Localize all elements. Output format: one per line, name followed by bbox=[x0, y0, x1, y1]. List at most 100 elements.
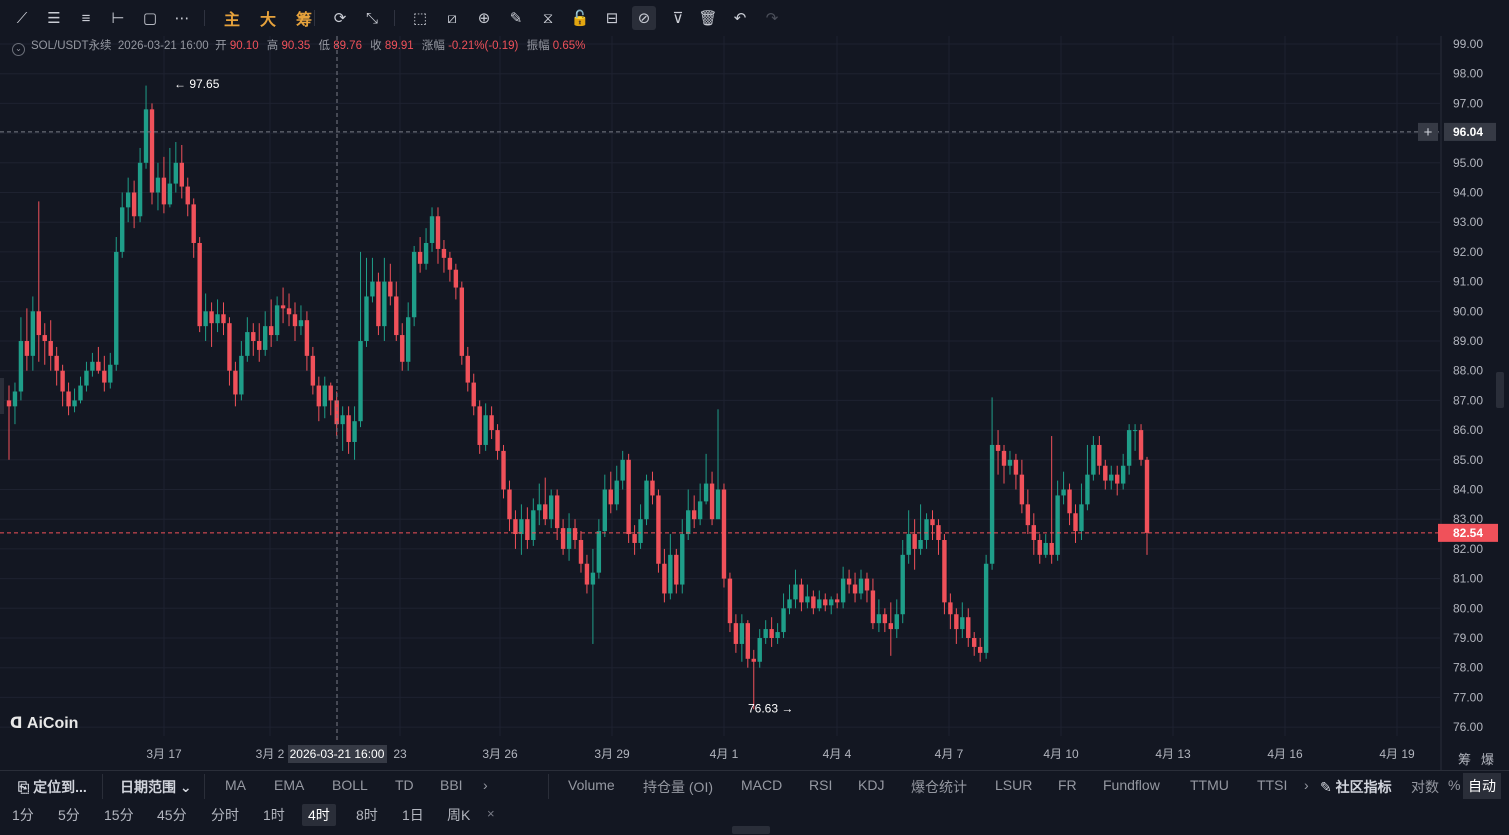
timeframe-3[interactable]: 45分 bbox=[157, 807, 187, 823]
candle-body bbox=[614, 480, 619, 505]
chevron-right-icon[interactable]: › bbox=[1304, 777, 1309, 793]
indicator-sub-9[interactable]: TTMU bbox=[1190, 777, 1229, 793]
magnet-icon[interactable]: ⧖ bbox=[542, 9, 554, 27]
candle-body bbox=[727, 578, 733, 624]
indicator-sub-5[interactable]: 爆仓统计 bbox=[911, 779, 967, 795]
indicator-sub-2[interactable]: MACD bbox=[741, 777, 783, 793]
ruler-icon[interactable]: ⧄ bbox=[447, 9, 457, 27]
eye-icon[interactable]: ⊟ bbox=[605, 10, 619, 27]
logo-mark-icon: ᗡ bbox=[10, 715, 23, 732]
x-tick-label: 3月 17 bbox=[146, 747, 182, 761]
redo-icon[interactable]: ↷ bbox=[765, 10, 779, 27]
expand-handle[interactable] bbox=[732, 826, 770, 834]
candle-body bbox=[400, 335, 405, 362]
log-scale-toggle[interactable]: 对数 bbox=[1411, 779, 1439, 795]
indicator-sub-0[interactable]: Volume bbox=[568, 777, 615, 793]
timeframe-7[interactable]: 8时 bbox=[356, 807, 378, 823]
percent-scale-toggle[interactable]: % bbox=[1448, 777, 1461, 793]
undo-icon[interactable]: ↶ bbox=[733, 10, 747, 27]
axis-corner-bao[interactable]: 爆 bbox=[1481, 752, 1495, 767]
timeframe-6[interactable]: 4时 bbox=[302, 804, 336, 826]
indicator-sub-3[interactable]: RSI bbox=[809, 777, 833, 793]
lock-icon[interactable]: 🔓 bbox=[570, 10, 590, 27]
indicator-sub-1[interactable]: 持仓量 (OI) bbox=[643, 779, 713, 795]
rectangle-icon[interactable]: ▢ bbox=[142, 10, 158, 27]
axis-corner-chou[interactable]: 筹 bbox=[1458, 752, 1472, 767]
candle-body bbox=[501, 450, 506, 490]
candle-body bbox=[733, 623, 739, 644]
indicator-sub-6[interactable]: LSUR bbox=[995, 777, 1033, 793]
zhu-button[interactable]: 主 bbox=[223, 12, 240, 29]
candle-body bbox=[96, 361, 101, 371]
indicator-ma[interactable]: MA bbox=[225, 777, 246, 793]
plus-icon: + bbox=[1424, 124, 1433, 141]
zoom-in-icon[interactable]: ⊕ bbox=[477, 10, 491, 27]
more-shapes-icon[interactable]: ⋯ bbox=[174, 10, 190, 27]
trash-icon[interactable]: 🗑 bbox=[698, 10, 718, 27]
close-icon[interactable]: × bbox=[487, 806, 495, 821]
timeframe-2[interactable]: 15分 bbox=[104, 807, 134, 823]
candle-body bbox=[30, 311, 36, 356]
date-range-button[interactable]: 日期范围 ⌄ bbox=[120, 777, 192, 797]
parallel-channel-icon[interactable]: ≡ bbox=[81, 9, 91, 27]
candle-body bbox=[1138, 430, 1144, 460]
candle-body bbox=[924, 519, 929, 540]
candle-body bbox=[441, 248, 447, 258]
candle-body bbox=[1049, 542, 1054, 555]
hide-drawings-icon[interactable]: ⊘ bbox=[632, 6, 656, 30]
indicator-ema[interactable]: EMA bbox=[274, 777, 305, 793]
horizontal-lines-icon[interactable]: ☰ bbox=[47, 10, 61, 27]
candle-body bbox=[656, 495, 661, 564]
candle-body bbox=[495, 430, 500, 451]
candle-body bbox=[674, 554, 679, 585]
candlestick-chart[interactable]: 99.0098.0097.0096.0095.0094.0093.0092.00… bbox=[0, 36, 1509, 770]
timeframe-4[interactable]: 分时 bbox=[211, 807, 239, 823]
candle-body bbox=[983, 563, 989, 653]
community-indicators-button[interactable]: ✎ 社区指标 bbox=[1320, 777, 1392, 797]
filter-icon[interactable]: ⊽ bbox=[672, 10, 684, 27]
cycle-icon[interactable]: ⟳ bbox=[333, 10, 347, 27]
cursor-icon[interactable]: ⬚ bbox=[412, 10, 428, 27]
auto-scale-toggle[interactable]: 自动 bbox=[1463, 773, 1501, 799]
chou-button[interactable]: 筹 bbox=[295, 12, 312, 29]
candle-body bbox=[709, 483, 715, 520]
candle-body bbox=[960, 617, 965, 630]
candle-body bbox=[602, 489, 608, 532]
measure-icon[interactable]: ⤡ bbox=[365, 9, 378, 27]
candle-body bbox=[1103, 465, 1108, 481]
collapse-icon[interactable]: ⌄ bbox=[12, 43, 25, 56]
timeframe-8[interactable]: 1日 bbox=[402, 807, 424, 823]
candle-body bbox=[459, 287, 465, 356]
candle-body bbox=[608, 489, 613, 505]
community-label: 社区指标 bbox=[1335, 779, 1392, 795]
indicator-sub-8[interactable]: Fundflow bbox=[1103, 777, 1160, 793]
indicator-td[interactable]: TD bbox=[395, 777, 414, 793]
indicator-sub-7[interactable]: FR bbox=[1058, 777, 1077, 793]
da-button[interactable]: 大 bbox=[259, 12, 276, 29]
candle-body bbox=[292, 314, 298, 327]
timeframe-9[interactable]: 周K bbox=[447, 807, 471, 823]
candle-body bbox=[882, 614, 888, 624]
indicator-bbi[interactable]: BBI bbox=[440, 777, 463, 793]
chart-area[interactable]: 99.0098.0097.0096.0095.0094.0093.0092.00… bbox=[0, 36, 1509, 770]
timeframe-0[interactable]: 1分 bbox=[12, 807, 34, 823]
candle-body bbox=[1097, 444, 1102, 466]
candle-body bbox=[221, 314, 226, 324]
indicator-sub-4[interactable]: KDJ bbox=[858, 777, 885, 793]
indicator-bar: ⎘ 定位到... 日期范围 ⌄ MA EMA BOLL TD BBI › Volume 持… bbox=[0, 770, 1509, 800]
timeframe-5[interactable]: 1时 bbox=[263, 807, 285, 823]
right-edge-handle bbox=[1496, 372, 1504, 408]
horizontal-ray-icon[interactable]: ⊢ bbox=[111, 10, 125, 27]
open-label: 开 bbox=[215, 40, 227, 52]
indicator-boll[interactable]: BOLL bbox=[332, 777, 368, 793]
locate-button[interactable]: ⎘ 定位到... bbox=[18, 777, 87, 797]
trend-line-icon[interactable]: ⟋ bbox=[16, 9, 28, 27]
candle-body bbox=[972, 638, 977, 647]
chevron-right-icon[interactable]: › bbox=[483, 777, 488, 793]
timeframe-1[interactable]: 5分 bbox=[58, 807, 80, 823]
indicator-sub-10[interactable]: TTSI bbox=[1257, 777, 1288, 793]
candle-body bbox=[167, 183, 173, 205]
candle-body bbox=[316, 385, 322, 407]
candle-body bbox=[1007, 459, 1013, 466]
pen-icon[interactable]: ✎ bbox=[509, 10, 523, 27]
